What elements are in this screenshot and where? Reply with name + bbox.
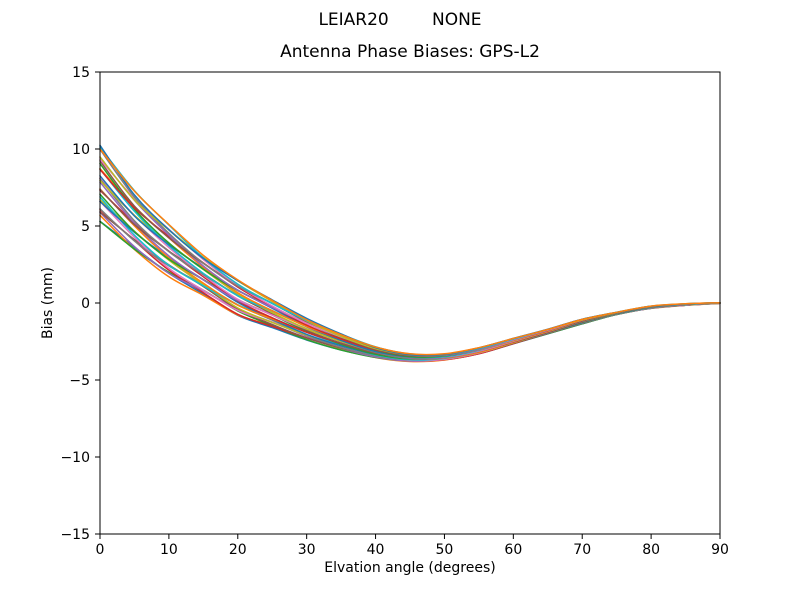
- x-tick-label: 70: [573, 542, 591, 558]
- trace-line: [99, 220, 721, 362]
- trace-line: [99, 162, 721, 358]
- trace-line: [99, 181, 721, 360]
- trace-line: [99, 168, 721, 359]
- trace-line: [99, 200, 721, 362]
- x-tick-label: 80: [642, 542, 660, 558]
- y-tick-label: 15: [72, 65, 90, 81]
- figure-suptitle: LEIAR20 NONE: [318, 10, 482, 30]
- x-tick-label: 30: [298, 542, 316, 558]
- y-tick-label: −10: [60, 450, 90, 466]
- x-tick-label: 0: [96, 542, 105, 558]
- trace-line: [99, 144, 721, 357]
- trace-line: [99, 148, 721, 357]
- x-tick-label: 20: [229, 542, 247, 558]
- trace-line: [99, 148, 721, 356]
- y-tick-label: 10: [72, 142, 90, 158]
- chart-title: Antenna Phase Biases: GPS-L2: [280, 42, 540, 62]
- y-tick-label: −15: [60, 527, 90, 543]
- trace-line: [99, 178, 721, 359]
- axes-spines: [99, 71, 721, 535]
- x-tick-label: 10: [160, 542, 178, 558]
- trace-line: [99, 220, 721, 362]
- y-tick-label: 5: [81, 219, 90, 235]
- y-tick-label: 0: [81, 296, 90, 312]
- x-axis-label: Elvation angle (degrees): [324, 560, 496, 576]
- y-tick-label: −5: [69, 373, 90, 389]
- x-tick-label: 50: [436, 542, 454, 558]
- x-tick-label: 60: [504, 542, 522, 558]
- x-tick-label: 90: [711, 542, 729, 558]
- x-tick-label: 40: [367, 542, 385, 558]
